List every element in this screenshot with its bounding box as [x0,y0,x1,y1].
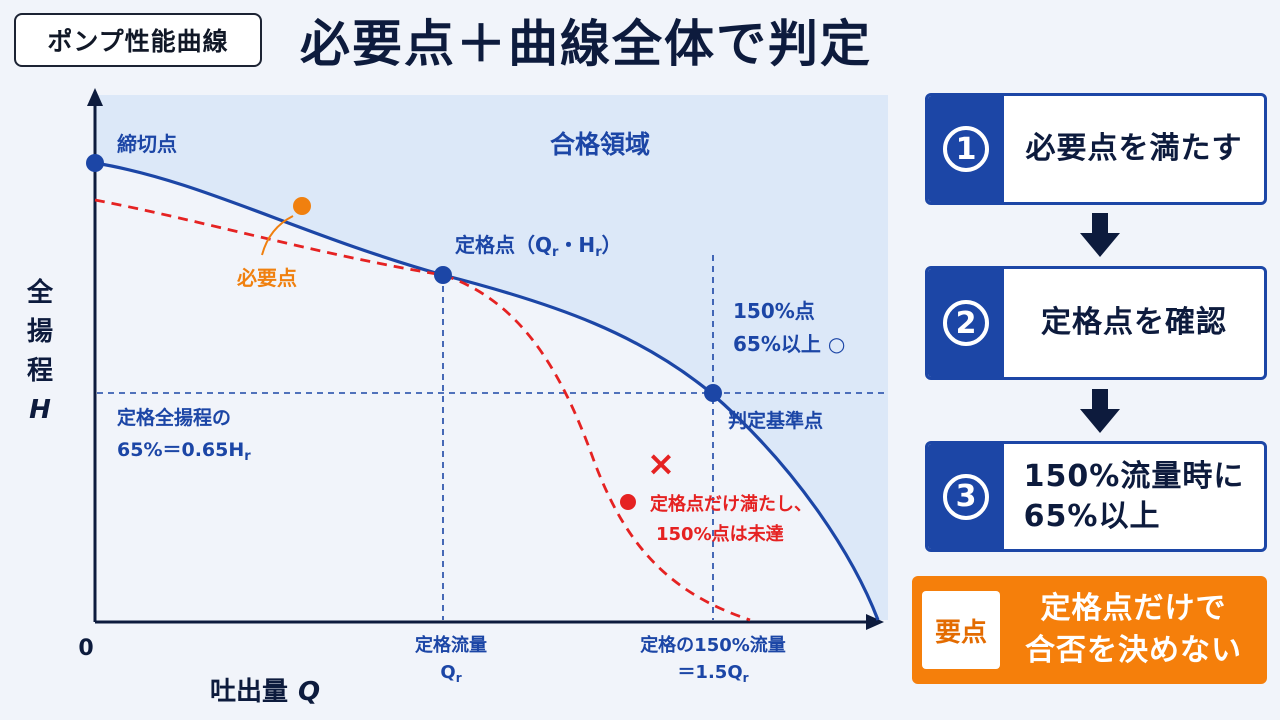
criterion-point [704,384,722,402]
fail-pump-curve [94,198,751,622]
p150-label-line1: 150%点 [733,299,815,323]
origin-label: 0 [78,636,93,661]
shutoff-point [86,154,104,172]
y-axis-label-char-1: 全 [26,277,54,308]
step-3-text: 150%流量時に 65%以上 [1023,458,1245,534]
x-tick-150-line2: ＝1.5Qr [677,662,748,685]
y-axis-symbol: H [29,395,51,425]
pump-performance-diagram: 合格領域 0 全 揚 程 H 吐出量 Q 締切点 必要点 定格点（Qr・Hr） 1… [26,88,888,707]
fail-label-line2: 150%点は未達 [656,523,784,545]
y-axis-arrow-icon [87,88,103,106]
rated-point-label: 定格点（Qr・Hr） [455,233,622,260]
step-2-box: 2 定格点を確認 [925,266,1267,380]
pass-region-label: 合格領域 [550,130,650,159]
required-point-leader [261,215,294,256]
page-title: 必要点＋曲線全体で判定 [300,15,872,73]
step-1-text: 必要点を満たす [1025,131,1243,166]
topic-tag: ポンプ性能曲線 [14,13,262,67]
step-2-text: 定格点を確認 [1041,305,1227,340]
y-axis-label-char-3: 程 [27,356,53,386]
fail-label-line1: 定格点だけ満たし、 [650,493,812,515]
head-65-label-line2: 65%＝0.65Hr [117,439,251,464]
down-arrow-icon [1080,389,1120,433]
fail-mark-icon: × [647,444,676,484]
criterion-label: 判定基準点 [728,409,823,432]
y-axis-label-char-2: 揚 [27,317,53,347]
step-3-number-badge: 3 [928,444,1004,549]
pass-region [95,95,888,620]
x-tick-150-line1: 定格の150%流量 [640,634,786,656]
step-1-number-badge: 1 [928,96,1004,202]
required-point-label: 必要点 [236,266,297,290]
head-65-label-line1: 定格全揚程の [117,406,231,429]
p150-label-line2: 65%以上 ○ [733,332,845,356]
step-1-box: 1 必要点を満たす [925,93,1267,205]
shutoff-label: 締切点 [117,132,177,156]
required-point [293,197,311,215]
x-axis-arrow-icon [866,614,884,630]
x-tick-rated-line1: 定格流量 [415,634,487,656]
pass-pump-curve [94,161,880,621]
down-arrow-icon [1080,213,1120,257]
fail-point [620,494,636,510]
x-axis-label: 吐出量 Q [210,677,320,707]
key-point-badge: 要点 [922,591,1000,669]
step-3-box: 3 150%流量時に 65%以上 [925,441,1267,552]
key-point-box: 要点 定格点だけで 合否を決めない [912,576,1267,684]
rated-point [434,266,452,284]
step-2-number-badge: 2 [928,269,1004,377]
key-point-text: 定格点だけで 合否を決めない [1025,591,1242,668]
x-tick-rated-line2: Qr [440,662,461,685]
